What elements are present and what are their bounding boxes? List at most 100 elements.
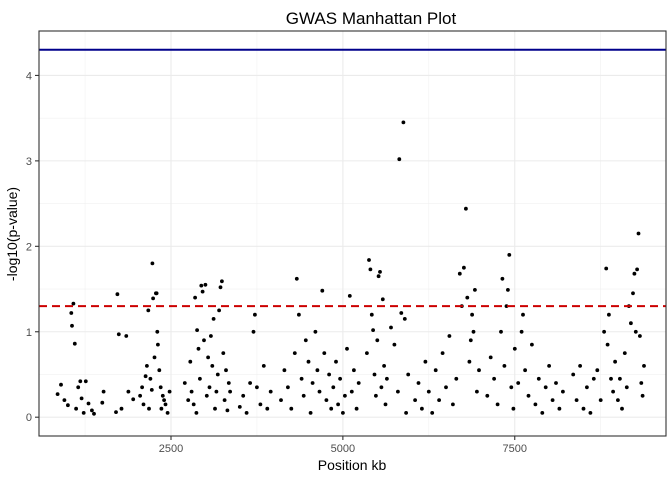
- y-tick-label: 1: [26, 327, 32, 339]
- data-point: [193, 295, 198, 300]
- data-point: [224, 368, 228, 373]
- data-point: [640, 393, 645, 398]
- data-point: [194, 411, 199, 415]
- data-point: [226, 381, 231, 385]
- data-point: [215, 372, 220, 377]
- data-point: [163, 402, 168, 407]
- y-tick-label: 0: [26, 412, 32, 424]
- data-point: [477, 368, 481, 373]
- data-point: [639, 381, 644, 385]
- data-point: [217, 308, 222, 313]
- data-point: [62, 398, 67, 402]
- data-point: [327, 372, 331, 377]
- data-point: [147, 406, 151, 411]
- data-point: [71, 301, 76, 306]
- data-point: [211, 317, 216, 321]
- data-point: [347, 294, 352, 298]
- data-point: [629, 321, 633, 326]
- data-point: [315, 368, 320, 373]
- data-point: [611, 389, 615, 394]
- data-point: [303, 338, 308, 343]
- y-tick-label: 2: [26, 241, 32, 253]
- data-point: [375, 338, 380, 343]
- data-point: [140, 385, 145, 390]
- data-point: [376, 274, 381, 279]
- data-point: [148, 376, 153, 381]
- data-point: [533, 402, 538, 407]
- data-point: [206, 355, 211, 360]
- data-point: [149, 388, 154, 392]
- data-point: [632, 271, 637, 276]
- data-point: [69, 311, 74, 315]
- y-tick-label: 3: [26, 156, 32, 168]
- data-point: [182, 381, 187, 385]
- data-point: [595, 368, 600, 373]
- data-point: [451, 402, 455, 407]
- data-point: [383, 402, 388, 407]
- data-point: [349, 389, 354, 394]
- data-point: [222, 398, 227, 402]
- data-point: [385, 376, 389, 381]
- data-point: [401, 120, 406, 125]
- data-point: [609, 376, 613, 381]
- data-point: [540, 411, 545, 415]
- data-point: [213, 406, 217, 411]
- data-point: [131, 397, 136, 402]
- data-point: [124, 334, 129, 338]
- data-point: [367, 258, 371, 262]
- plot-panel-border: [38, 30, 667, 437]
- data-point: [255, 385, 259, 390]
- data-point: [199, 283, 204, 288]
- data-point: [157, 368, 162, 373]
- data-point: [167, 389, 172, 394]
- reference-lines: [39, 48, 666, 308]
- data-point: [299, 376, 304, 381]
- data-point: [258, 402, 263, 407]
- data-point: [526, 393, 531, 398]
- data-point: [475, 389, 479, 394]
- data-point: [268, 389, 273, 394]
- data-point: [116, 332, 121, 337]
- data-point: [204, 393, 209, 398]
- data-point: [521, 312, 525, 317]
- data-point: [352, 368, 356, 373]
- data-point: [146, 308, 151, 313]
- data-point: [336, 402, 340, 407]
- data-point: [158, 385, 163, 390]
- data-point: [468, 338, 473, 343]
- data-point: [151, 296, 156, 301]
- data-point: [607, 312, 611, 317]
- data-point: [165, 411, 170, 415]
- data-point: [76, 385, 81, 390]
- data-point: [74, 406, 78, 411]
- data-point: [156, 342, 160, 347]
- data-point: [310, 381, 315, 385]
- plot-gridlines: [39, 31, 666, 436]
- data-point: [372, 372, 377, 377]
- data-point: [571, 372, 576, 377]
- data-point: [207, 385, 212, 390]
- data-point: [635, 267, 639, 272]
- data-point: [613, 359, 617, 364]
- data-point: [638, 334, 642, 338]
- data-point: [444, 385, 448, 390]
- data-point: [292, 351, 297, 355]
- data-point: [159, 406, 164, 411]
- data-point: [557, 406, 562, 411]
- data-point: [279, 398, 283, 402]
- data-point: [70, 323, 74, 328]
- data-point: [368, 267, 373, 272]
- data-point: [228, 389, 233, 394]
- data-point: [426, 389, 431, 394]
- data-point: [624, 385, 629, 390]
- data-point: [200, 289, 205, 294]
- data-point: [294, 276, 299, 281]
- data-point: [220, 279, 224, 284]
- data-point: [636, 231, 641, 236]
- data-point: [90, 408, 94, 413]
- data-point: [602, 329, 606, 334]
- data-point: [119, 406, 124, 411]
- data-point: [225, 408, 230, 413]
- data-point: [378, 270, 382, 274]
- data-point: [406, 372, 411, 377]
